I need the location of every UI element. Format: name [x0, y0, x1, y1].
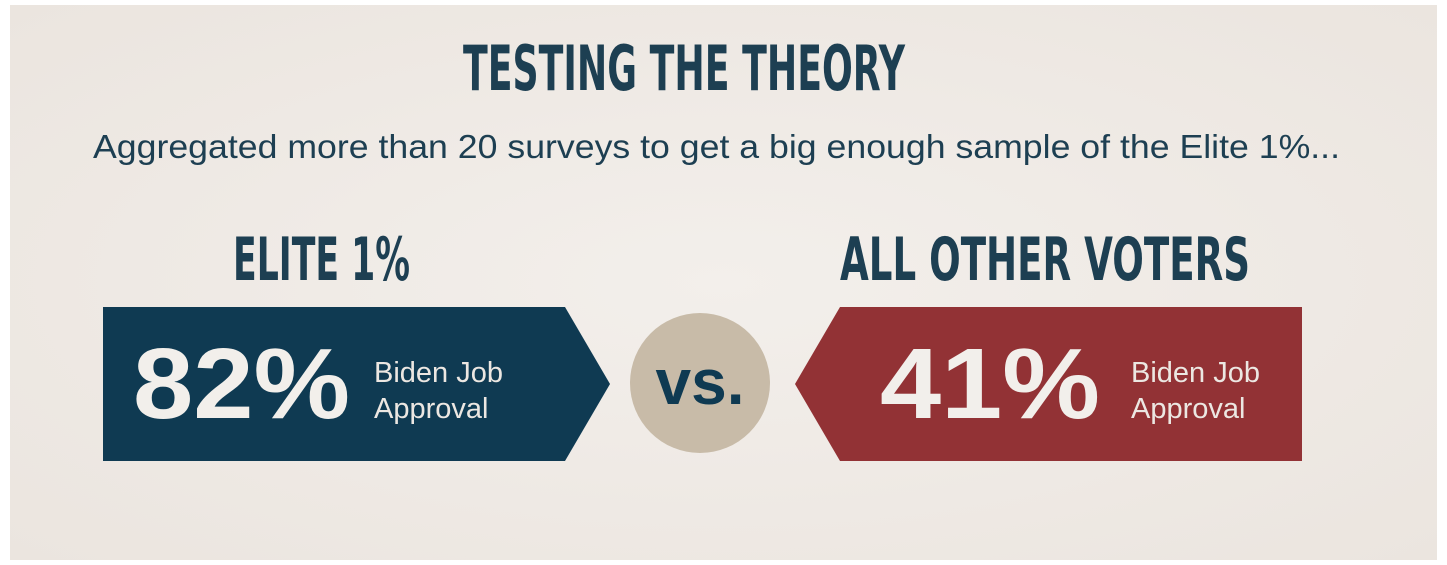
- red-arrow: [795, 307, 1302, 461]
- separator: vs.: [656, 346, 745, 418]
- stat-value: 41%: [880, 328, 1100, 440]
- title: TESTING THE THEORY: [463, 32, 906, 105]
- panel-heading: ELITE 1%: [233, 225, 410, 295]
- stat-label: Approval: [1131, 393, 1245, 425]
- stat-label: Biden Job: [1131, 357, 1260, 389]
- subtitle: Aggregated more than 20 surveys to get a…: [93, 128, 1340, 165]
- stat-label: Approval: [374, 393, 488, 425]
- background: [10, 5, 1437, 560]
- blue-arrow: [103, 307, 610, 461]
- stat-value: 82%: [133, 328, 350, 440]
- vs-circle: [630, 313, 770, 453]
- panel-heading: ALL OTHER VOTERS: [840, 225, 1250, 295]
- stat-label: Biden Job: [374, 357, 503, 389]
